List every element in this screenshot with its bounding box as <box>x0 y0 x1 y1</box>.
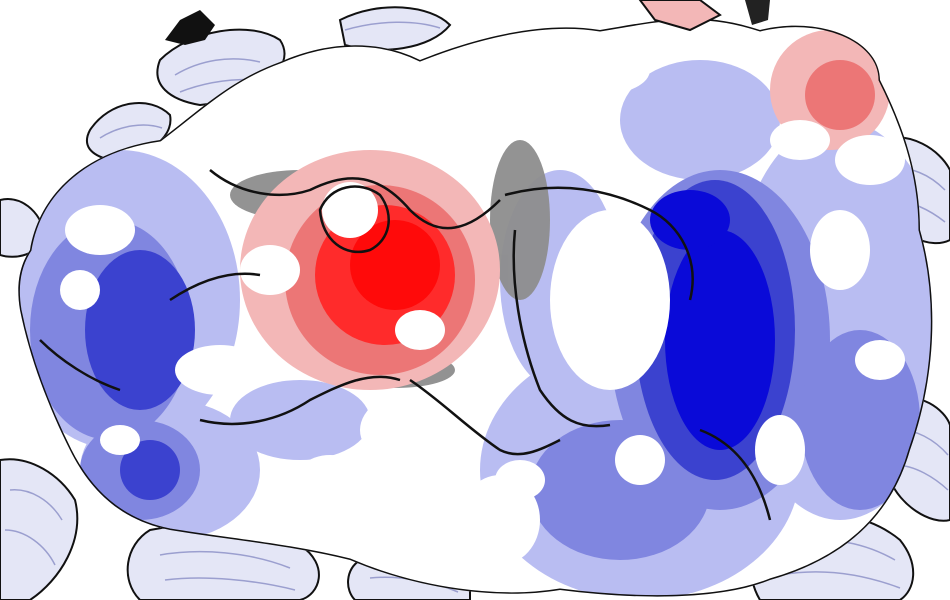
deep-red-patches <box>350 220 440 310</box>
surface-contours <box>39 169 772 521</box>
ligand-fragment <box>165 0 770 45</box>
surface-outline <box>18 18 933 597</box>
helix-bottom-left <box>0 458 79 600</box>
